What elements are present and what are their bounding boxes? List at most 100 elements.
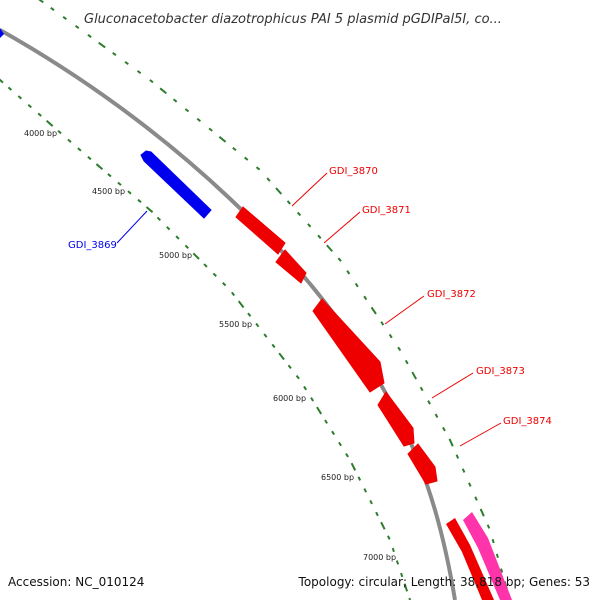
tick-mark <box>184 108 190 113</box>
tick-mark <box>184 244 189 249</box>
tick-mark <box>400 572 404 578</box>
tick-mark <box>316 406 323 415</box>
tick-mark <box>345 453 349 458</box>
tick-mark <box>149 79 154 84</box>
tick-mark <box>38 0 44 4</box>
gene-label-GDI_3869[interactable]: GDI_3869 <box>68 240 117 251</box>
tick-mark <box>461 468 466 473</box>
tick-mark <box>232 146 237 152</box>
plasmid-backbone <box>0 28 457 600</box>
tick-label-4000: 4000 bp <box>24 129 57 138</box>
feature-pink-7000[interactable] <box>463 512 512 600</box>
gene-label-GDI_3871[interactable]: GDI_3871 <box>362 205 411 216</box>
tick-mark <box>317 234 322 239</box>
tick-mark <box>491 538 495 544</box>
gene-label-GDI_3874[interactable]: GDI_3874 <box>503 416 552 427</box>
tick-mark <box>196 117 201 122</box>
tick-mark <box>310 397 314 402</box>
inner-tick-ring <box>0 78 412 600</box>
tick-mark <box>307 223 312 228</box>
tick-mark <box>156 216 161 221</box>
gene-label-GDI_3870[interactable]: GDI_3870 <box>329 166 378 177</box>
tick-mark <box>486 524 491 529</box>
tick-mark <box>397 346 402 352</box>
tick-mark <box>117 181 122 186</box>
tick-mark <box>124 61 129 66</box>
tick-mark <box>166 226 171 231</box>
tick-mark <box>87 34 92 39</box>
tick-mark <box>442 426 446 432</box>
tick-mark <box>37 112 42 117</box>
tick-mark <box>403 583 409 592</box>
tick-mark <box>7 86 13 91</box>
tick-mark <box>427 400 431 405</box>
gene-label-GDI_3873[interactable]: GDI_3873 <box>476 366 525 377</box>
tick-label-6500: 6500 bp <box>321 473 354 482</box>
tick-mark <box>434 413 439 418</box>
tick-mark <box>395 560 400 565</box>
tick-mark <box>175 235 180 240</box>
tick-mark <box>237 300 245 309</box>
tick-mark <box>247 312 252 317</box>
tick-mark <box>218 136 227 143</box>
gene-GDI_3870[interactable] <box>235 206 286 255</box>
tick-mark <box>388 333 393 339</box>
tick-mark <box>255 166 261 171</box>
map-title: Gluconacetobacter diazotrophicus PAI 5 p… <box>84 12 502 27</box>
tick-label-6000: 6000 bp <box>273 394 306 403</box>
gene-leader-GDI_3873 <box>431 372 474 399</box>
tick-mark <box>266 177 271 182</box>
gene-leader-GDI_3874 <box>459 422 502 447</box>
gene-leader-GDI_3870 <box>291 172 328 207</box>
tick-mark <box>391 547 395 553</box>
gene-GDI_3871[interactable] <box>275 249 307 284</box>
tick-mark <box>159 87 167 95</box>
tick-mark <box>326 244 333 252</box>
tick-mark <box>380 521 386 530</box>
tick-mark <box>346 270 351 275</box>
tick-mark <box>354 282 359 288</box>
tick-mark <box>212 272 217 277</box>
tick-mark <box>363 295 368 301</box>
tick-mark <box>145 206 154 213</box>
tick-mark <box>404 359 409 365</box>
tick-mark <box>387 535 391 540</box>
tick-mark <box>192 252 200 260</box>
tick-mark <box>380 321 385 326</box>
tick-mark <box>45 120 54 127</box>
tick-mark <box>255 322 260 328</box>
tick-mark <box>208 127 213 132</box>
tick-mark <box>303 385 308 391</box>
tick-mark <box>370 306 377 315</box>
tick-mark <box>172 98 178 103</box>
tick-mark <box>357 476 362 481</box>
feature-blue-edge <box>0 28 4 38</box>
tick-mark <box>331 430 335 436</box>
gene-GDI_3872[interactable] <box>312 298 385 393</box>
tick-mark <box>74 25 80 30</box>
tick-mark <box>263 333 268 338</box>
tick-mark <box>337 257 342 262</box>
gene-GDI_3869[interactable] <box>140 150 212 219</box>
tick-mark <box>495 553 499 559</box>
tick-mark <box>500 568 504 573</box>
tick-mark <box>136 70 142 75</box>
topology-summary: Topology: circular; Length: 38,818 bp; G… <box>298 575 590 589</box>
tick-mark <box>62 16 67 20</box>
outer-tick-ring <box>38 0 512 600</box>
tick-mark <box>474 496 478 501</box>
tick-label-5000: 5000 bp <box>159 251 192 260</box>
gene-GDI_3873[interactable] <box>377 391 415 447</box>
feature-red-7000[interactable] <box>446 518 494 600</box>
gene-label-GDI_3872[interactable]: GDI_3872 <box>427 289 476 300</box>
tick-mark <box>278 352 285 361</box>
tick-label-5500: 5500 bp <box>219 320 252 329</box>
tick-mark <box>0 78 4 84</box>
tick-mark <box>369 499 373 505</box>
tick-mark <box>57 130 62 135</box>
tick-mark <box>296 211 302 217</box>
gene-GDI_3874[interactable] <box>407 443 438 485</box>
tick-mark <box>87 156 92 161</box>
tick-mark <box>408 597 412 600</box>
